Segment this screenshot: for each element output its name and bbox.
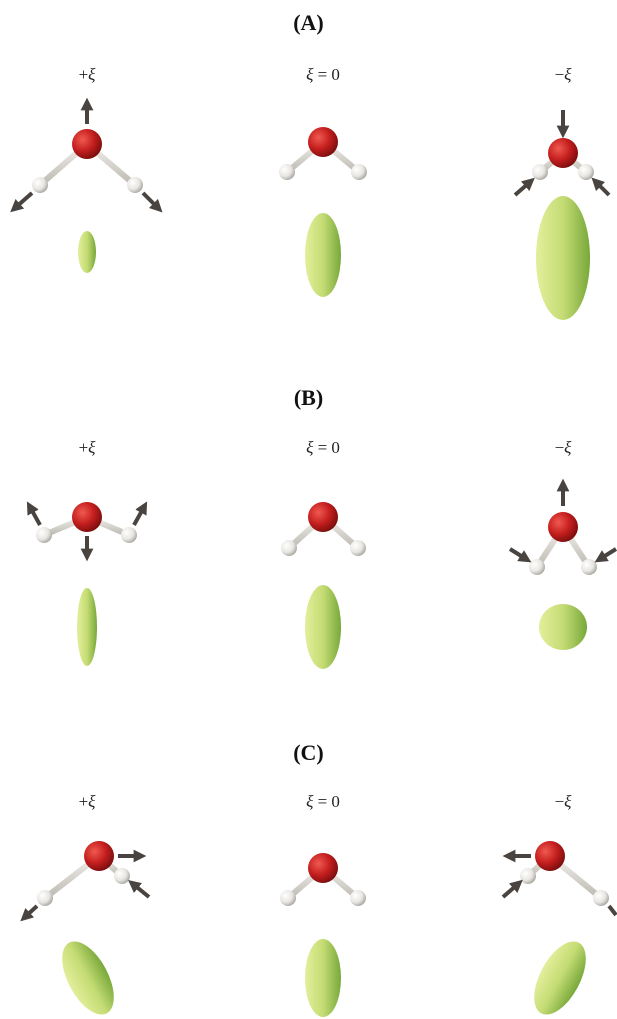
- hydrogen-atom: [37, 890, 53, 906]
- hydrogen-atom: [121, 527, 137, 543]
- hydrogen-atom: [32, 177, 48, 193]
- displacement-arrow: [141, 191, 163, 213]
- label-b-xi-zero: ξ = 0: [306, 438, 340, 457]
- polarizability-ellipsoid: [536, 196, 590, 320]
- hydrogen-atom: [350, 890, 366, 906]
- label-b-minus-xi: −ξ: [554, 438, 572, 457]
- hydrogen-atom: [280, 890, 296, 906]
- label-c-plus-xi: +ξ: [78, 792, 96, 811]
- polarizability-ellipsoid: [534, 941, 586, 1015]
- hydrogen-atom: [114, 868, 130, 884]
- label-a-minus-xi: −ξ: [554, 65, 572, 84]
- hydrogen-atom: [520, 868, 536, 884]
- oxygen-atom: [308, 853, 338, 883]
- polarizability-ellipsoid: [305, 213, 341, 297]
- label-c-minus-xi: −ξ: [554, 792, 572, 811]
- polarizability-ellipsoid: [305, 939, 341, 1017]
- molecule-c-plus: [20, 841, 151, 922]
- hydrogen-atom: [127, 177, 143, 193]
- molecule-c-minus: [501, 841, 617, 917]
- displacement-arrow: [132, 501, 148, 526]
- displacement-arrow: [501, 879, 523, 899]
- hydrogen-atom: [351, 164, 367, 180]
- polarizability-ellipsoid: [78, 231, 96, 273]
- hydrogen-atom: [350, 540, 366, 556]
- hydrogen-atom: [593, 890, 609, 906]
- polarizability-ellipsoid: [77, 588, 97, 666]
- hydrogen-atom: [36, 527, 52, 543]
- panel-a-title: (A): [293, 10, 324, 35]
- oxygen-atom: [308, 127, 338, 157]
- displacement-arrow: [607, 904, 617, 917]
- label-a-xi-zero: ξ = 0: [306, 65, 340, 84]
- label-b-plus-xi: +ξ: [78, 438, 96, 457]
- oxygen-atom: [72, 129, 102, 159]
- displacement-arrow: [26, 501, 42, 526]
- label-a-plus-xi: +ξ: [78, 65, 96, 84]
- hydrogen-atom: [281, 540, 297, 556]
- displacement-arrow: [513, 177, 535, 197]
- hydrogen-atom: [578, 164, 594, 180]
- displacement-arrow: [20, 904, 39, 922]
- oxygen-atom: [72, 502, 102, 532]
- displacement-arrow: [508, 547, 532, 563]
- oxygen-atom: [548, 512, 578, 542]
- displacement-arrow: [591, 177, 611, 197]
- polarizability-ellipsoid: [305, 585, 341, 669]
- polarizability-ellipsoid: [539, 604, 587, 650]
- displacement-arrow: [128, 879, 151, 899]
- displacement-arrow: [10, 191, 34, 213]
- hydrogen-atom: [581, 559, 597, 575]
- molecule-b-equilibrium: [281, 502, 366, 556]
- displacement-arrow: [594, 547, 617, 563]
- molecule-a-plus: [10, 97, 163, 213]
- oxygen-atom: [535, 841, 565, 871]
- hydrogen-atom: [532, 164, 548, 180]
- polarizability-ellipsoid: [62, 941, 114, 1015]
- molecule-a-equilibrium: [279, 127, 367, 180]
- oxygen-atom: [84, 841, 114, 871]
- oxygen-atom: [308, 502, 338, 532]
- hydrogen-atom: [279, 164, 295, 180]
- oxygen-atom: [548, 138, 578, 168]
- molecule-b-minus: [508, 478, 617, 575]
- panel-b-title: (B): [293, 385, 324, 410]
- molecule-a-minus: [513, 110, 611, 197]
- molecule-c-equilibrium: [280, 853, 366, 906]
- hydrogen-atom: [529, 559, 545, 575]
- molecule-b-plus: [26, 501, 148, 562]
- label-c-xi-zero: ξ = 0: [306, 792, 340, 811]
- panel-c-title: (C): [293, 740, 324, 765]
